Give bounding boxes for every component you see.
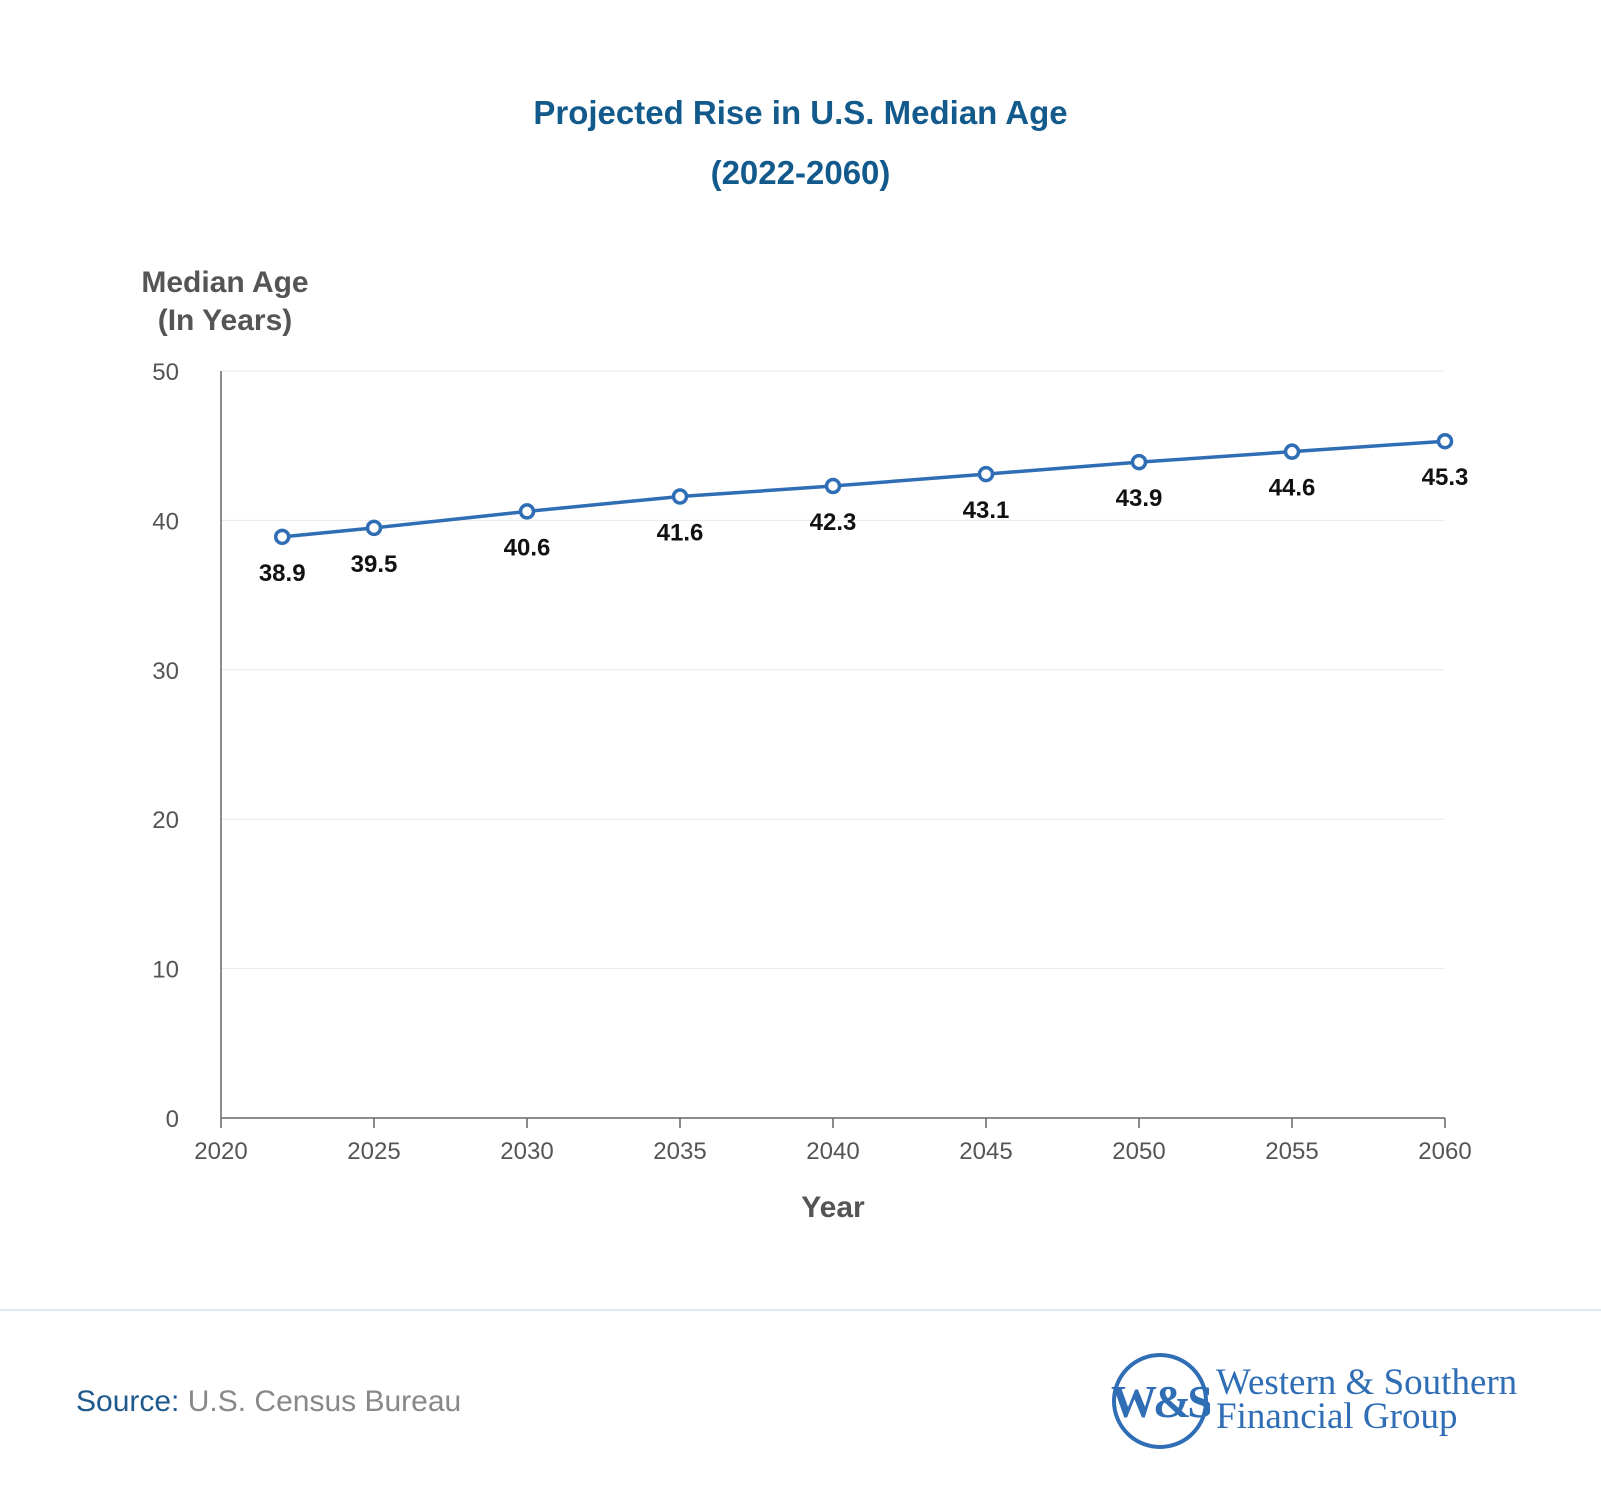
data-point — [1283, 443, 1301, 460]
data-label: 38.9 — [259, 560, 306, 587]
x-axis-label: Year — [801, 1191, 865, 1224]
data-point — [671, 488, 689, 505]
y-tick-label: 10 — [152, 957, 179, 984]
data-label: 42.3 — [810, 509, 857, 536]
y-tick-label: 20 — [152, 807, 179, 834]
x-tick-label: 2055 — [1265, 1138, 1318, 1165]
logo-line1: Western & Southern — [1216, 1362, 1518, 1403]
logo-wordmark: Western & Southern Financial Group — [1216, 1362, 1518, 1437]
y-axis-label: Median Age (In Years) — [120, 264, 330, 340]
data-label: 44.6 — [1269, 475, 1316, 502]
data-point — [977, 465, 995, 483]
data-label: 40.6 — [504, 534, 551, 561]
data-label: 43.9 — [1116, 485, 1163, 512]
data-label: 45.3 — [1422, 464, 1469, 491]
company-logo: W&S — [1111, 1353, 1210, 1449]
source-label: Source: — [76, 1385, 180, 1418]
x-tick-label: 2035 — [653, 1138, 706, 1165]
x-tick-label: 2040 — [806, 1138, 859, 1165]
x-tick-label: 2025 — [347, 1138, 400, 1165]
data-point — [1436, 432, 1454, 450]
data-point — [273, 528, 291, 546]
x-tick-label: 2060 — [1418, 1138, 1471, 1165]
x-tick-label: 2020 — [194, 1138, 247, 1165]
source-note: Source: U.S. Census Bureau — [76, 1385, 461, 1419]
y-tick-label: 30 — [152, 658, 179, 685]
logo-line2: Financial Group — [1216, 1396, 1458, 1437]
data-label: 43.1 — [963, 497, 1010, 524]
svg-text:W&S: W&S — [1111, 1376, 1210, 1427]
x-tick-label: 2030 — [500, 1138, 553, 1165]
data-point — [518, 503, 536, 520]
y-tick-label: 40 — [152, 508, 179, 535]
data-label: 39.5 — [351, 551, 398, 578]
x-tick-label: 2045 — [959, 1138, 1012, 1165]
y-axis-label-line2: (In Years) — [157, 304, 293, 337]
data-point — [824, 477, 842, 495]
data-point — [365, 519, 383, 537]
data-label: 41.6 — [657, 519, 704, 546]
data-point — [1130, 453, 1148, 471]
chart-subtitle: (2022-2060) — [710, 154, 891, 191]
y-tick-label: 50 — [152, 359, 179, 386]
footer-divider — [0, 1309, 1601, 1311]
chart-title: Projected Rise in U.S. Median Age — [533, 94, 1068, 131]
y-axis-label-line1: Median Age — [141, 266, 309, 299]
y-tick-label: 0 — [166, 1106, 179, 1133]
source-value: U.S. Census Bureau — [187, 1385, 462, 1418]
x-tick-label: 2050 — [1112, 1138, 1165, 1165]
